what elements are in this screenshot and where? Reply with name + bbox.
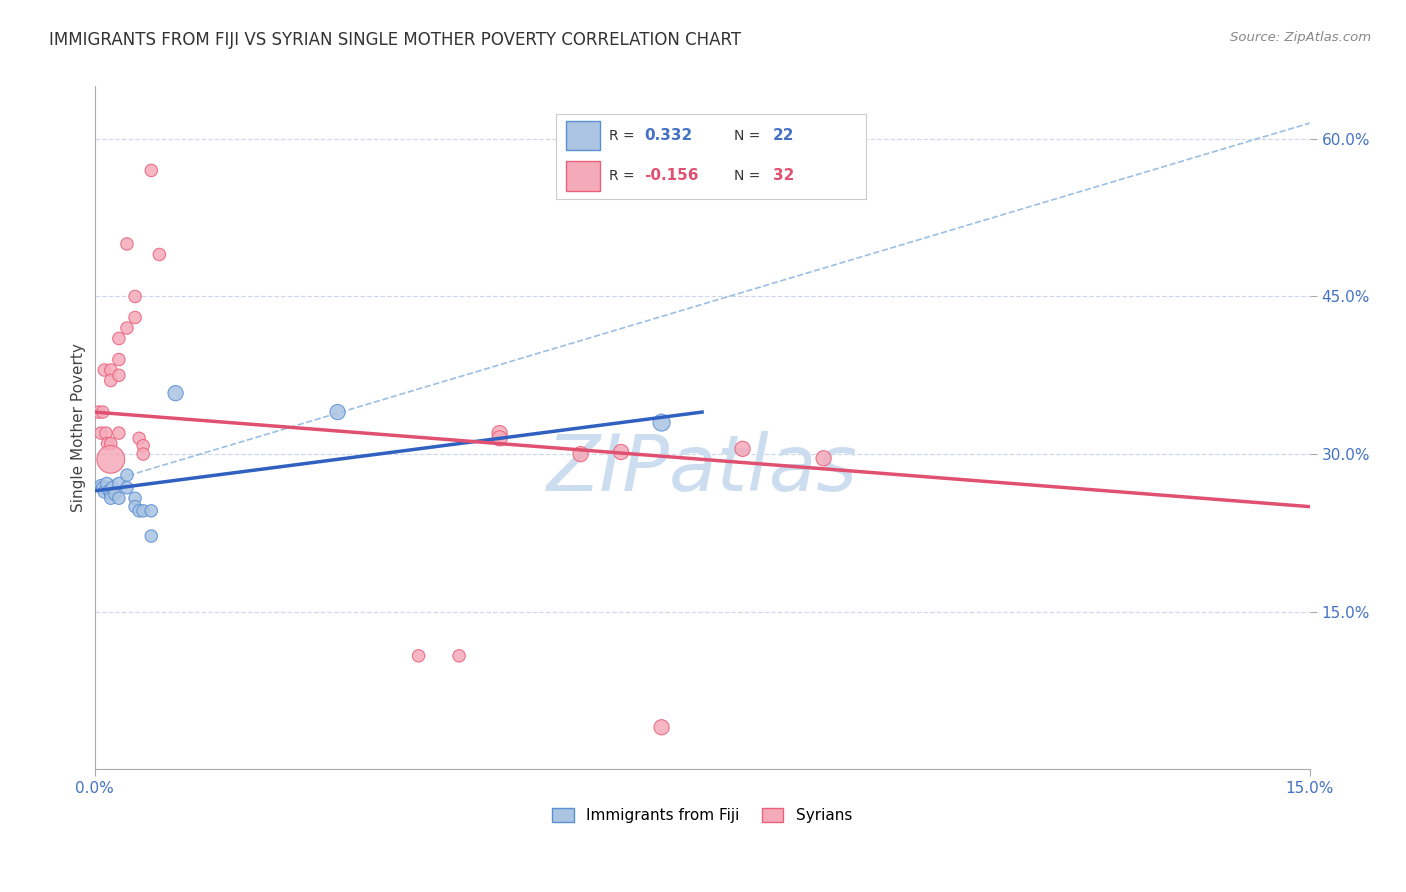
Point: [90, 478, 112, 492]
Point: [94, 426, 117, 441]
Point: [96, 436, 118, 450]
Legend: Immigrants from Fiji, Syrians: Immigrants from Fiji, Syrians: [553, 808, 852, 823]
Point: [488, 431, 510, 445]
Y-axis label: Single Mother Poverty: Single Mother Poverty: [72, 343, 86, 512]
Point: [651, 720, 673, 734]
Point: [98, 483, 121, 498]
Point: [108, 491, 131, 506]
Point: [124, 289, 146, 303]
Point: [104, 487, 127, 501]
Point: [488, 426, 510, 441]
Point: [108, 352, 131, 367]
Point: [128, 431, 150, 445]
Point: [115, 237, 138, 252]
Point: [91, 405, 114, 419]
Text: IMMIGRANTS FROM FIJI VS SYRIAN SINGLE MOTHER POVERTY CORRELATION CHART: IMMIGRANTS FROM FIJI VS SYRIAN SINGLE MO…: [49, 31, 741, 49]
Point: [141, 163, 163, 178]
Point: [108, 476, 131, 491]
Point: [91, 481, 114, 495]
Point: [87, 405, 110, 419]
Point: [108, 332, 131, 346]
Point: [115, 481, 138, 495]
Point: [115, 468, 138, 483]
Point: [132, 439, 155, 453]
Point: [128, 504, 150, 518]
Point: [326, 405, 349, 419]
Point: [100, 363, 122, 377]
Point: [108, 426, 131, 441]
Point: [141, 504, 163, 518]
Point: [93, 363, 115, 377]
Point: [100, 374, 122, 388]
Point: [731, 442, 754, 456]
Point: [141, 529, 163, 543]
Point: [96, 476, 118, 491]
Point: [101, 481, 124, 495]
Point: [108, 368, 131, 383]
Point: [132, 447, 155, 461]
Point: [610, 445, 633, 459]
Point: [651, 416, 673, 430]
Point: [569, 447, 592, 461]
Point: [93, 484, 115, 499]
Point: [449, 648, 471, 663]
Point: [100, 436, 122, 450]
Point: [124, 310, 146, 325]
Point: [132, 504, 155, 518]
Point: [100, 452, 122, 467]
Point: [100, 487, 122, 501]
Point: [165, 386, 187, 401]
Point: [148, 247, 170, 261]
Point: [124, 500, 146, 514]
Point: [813, 451, 835, 466]
Text: ZIPatlas: ZIPatlas: [547, 431, 858, 507]
Point: [115, 321, 138, 335]
Text: Source: ZipAtlas.com: Source: ZipAtlas.com: [1230, 31, 1371, 45]
Point: [100, 491, 122, 506]
Point: [124, 491, 146, 506]
Point: [408, 648, 430, 663]
Point: [90, 426, 112, 441]
